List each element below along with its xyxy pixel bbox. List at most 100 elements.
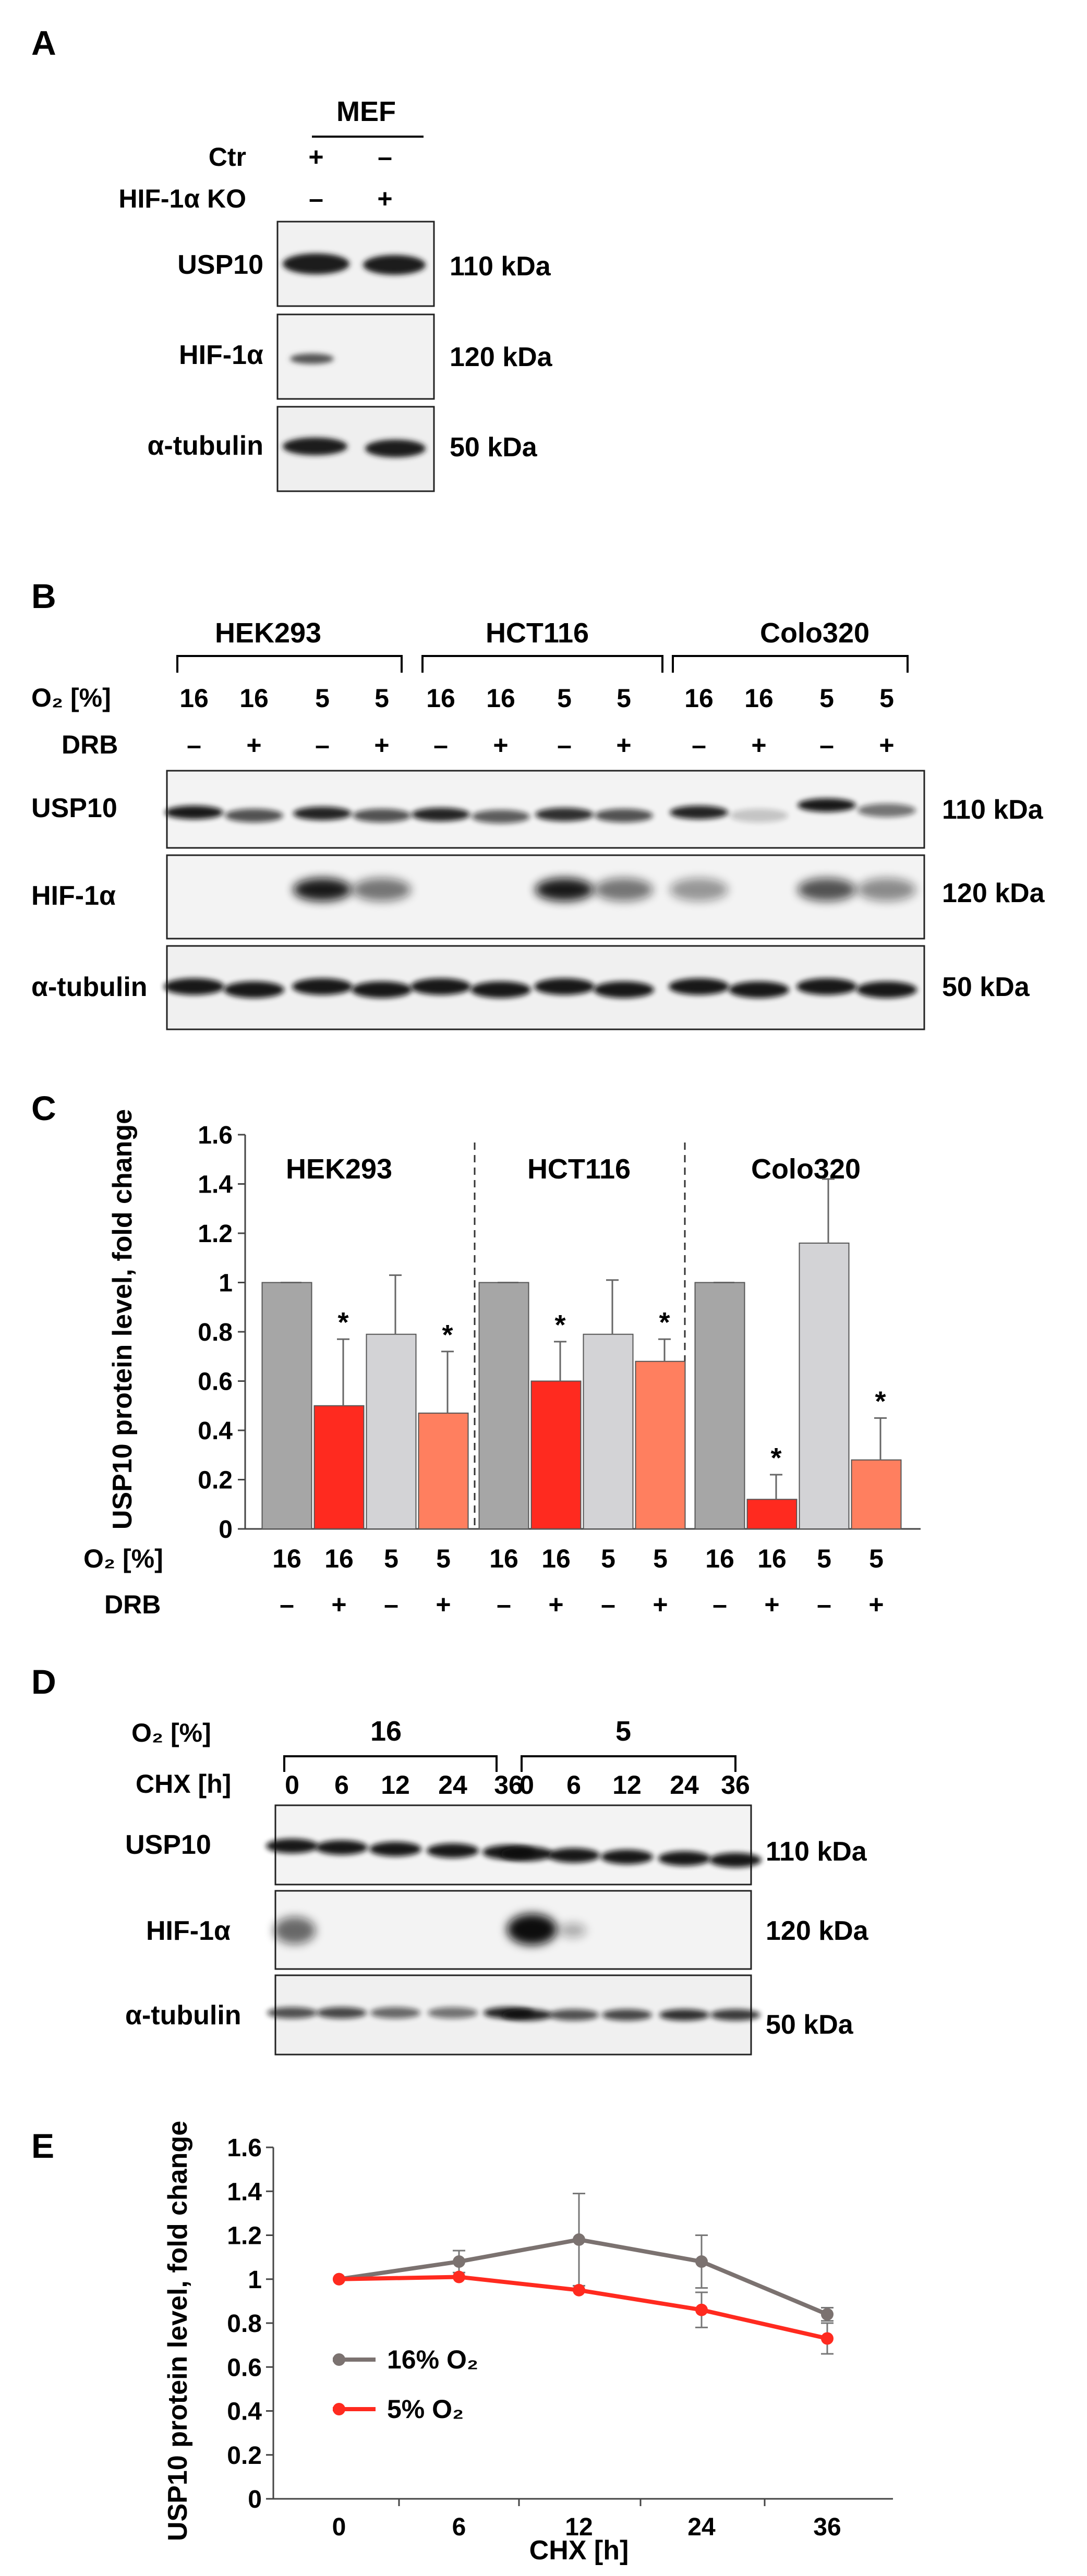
e-point-1 [695, 2303, 708, 2316]
e-point-1 [821, 2332, 834, 2345]
c-drb-value: + [548, 1590, 563, 1619]
panel-b-letter: B [31, 577, 56, 615]
c-drb-value: – [601, 1590, 615, 1619]
e-x-tick-label: 24 [687, 2513, 716, 2541]
b-drb-value: – [819, 731, 834, 760]
blot-d-hif1a-label: HIF-1α [146, 1916, 231, 1946]
d-chx-value: 24 [670, 1770, 699, 1800]
blot-d-usp10-kda: 110 kDa [766, 1837, 867, 1867]
c-bar [583, 1333, 634, 1530]
b-o2-value: 5 [557, 684, 572, 713]
band [274, 1917, 316, 1944]
d-chx-value: 6 [566, 1770, 581, 1800]
c-bar [851, 1459, 902, 1529]
b-drb-value: + [493, 731, 508, 760]
band [594, 981, 654, 998]
band [535, 878, 594, 901]
blot-d-hif1a-kda: 120 kDa [766, 1916, 869, 1946]
c-bar [478, 1282, 529, 1529]
b-drb-value: – [187, 731, 201, 760]
c-o2-value: 5 [817, 1544, 831, 1573]
c-drb-value: + [653, 1590, 668, 1619]
band [856, 981, 917, 998]
ctr-lane-1: + [308, 142, 323, 172]
panel-d-letter: D [31, 1662, 56, 1701]
panel-e-letter: E [31, 2127, 54, 2165]
band [316, 1840, 368, 1855]
c-bar [366, 1333, 417, 1530]
e-x-tick-label: 12 [565, 2513, 593, 2541]
c-group-label: Colo320 [751, 1153, 861, 1185]
e-y-tick-label: 1.2 [227, 2222, 262, 2250]
b-group-bracket [176, 655, 403, 673]
c-drb-value: + [868, 1590, 884, 1619]
blot-a-tubulin-label: α-tubulin [147, 431, 263, 461]
b-o2-value: 5 [617, 684, 631, 713]
c-drb-value: + [331, 1590, 346, 1619]
c-significance: * [442, 1319, 453, 1351]
band [857, 878, 916, 901]
c-y-tick-label: 0.8 [198, 1319, 233, 1346]
band [658, 1851, 710, 1866]
c-y-tick-label: 0 [219, 1516, 233, 1544]
band [796, 978, 857, 995]
d-chx-value: 24 [438, 1770, 467, 1800]
legend-marker-5 [333, 2403, 345, 2415]
band [428, 2007, 478, 2019]
c-ylabel: USP10 protein level, fold change [107, 1109, 138, 1529]
d-chx-value: 36 [494, 1770, 523, 1800]
band [549, 2009, 599, 2021]
b-o2-value: 16 [426, 684, 455, 713]
band [363, 255, 426, 275]
c-o2-value: 16 [272, 1544, 301, 1573]
band [164, 978, 224, 995]
e-y-tick-label: 0.2 [227, 2442, 262, 2470]
c-drb-value: – [280, 1590, 294, 1619]
blot-b-usp10-label: USP10 [31, 793, 117, 823]
band [729, 981, 789, 998]
band [548, 1848, 600, 1863]
b-drb-value: + [616, 731, 631, 760]
c-drb-value: + [436, 1590, 451, 1619]
band [709, 1853, 762, 1867]
e-y-tick-label: 0.4 [227, 2398, 262, 2426]
band [857, 804, 916, 817]
b-drb-label: DRB [62, 730, 118, 759]
c-group-label: HCT116 [527, 1153, 631, 1185]
d-chx-label: CHX [h] [136, 1769, 231, 1799]
b-group-label-2: HCT116 [486, 617, 589, 649]
blot-d-usp10-label: USP10 [125, 1830, 211, 1860]
c-significance: * [875, 1386, 886, 1417]
band [370, 2007, 420, 2019]
mef-group-label: MEF [336, 96, 396, 127]
panel-e: E USP10 protein level, fold change CHX [… [31, 2121, 893, 2566]
e-point-1 [333, 2273, 345, 2286]
b-group-bracket [421, 655, 663, 673]
blot-d-tubulin-label: α-tubulin [125, 2000, 241, 2031]
c-y-tick-label: 1 [219, 1270, 233, 1297]
e-x-tick-label: 6 [452, 2513, 466, 2541]
e-point-0 [573, 2233, 585, 2246]
c-y-tick-label: 1.4 [198, 1171, 233, 1199]
hif-ko-lane-1: – [309, 184, 323, 213]
e-x-tick-label: 36 [813, 2513, 841, 2541]
band [353, 878, 411, 901]
band [292, 978, 353, 995]
legend-label-5: 5% O₂ [387, 2395, 464, 2424]
e-point-0 [695, 2255, 708, 2268]
panel-b: B HEK293 HCT116 Colo320 O₂ [%] DRB 16 – 16 +5… [31, 577, 1045, 1030]
band [412, 808, 470, 821]
e-y-tick-label: 0 [248, 2486, 262, 2513]
c-o2-value: 16 [489, 1544, 518, 1573]
b-drb-value: – [315, 731, 330, 760]
c-drb-label: DRB [104, 1590, 161, 1619]
c-bar [418, 1412, 469, 1530]
band [352, 981, 412, 998]
c-significance: * [659, 1307, 670, 1338]
band [283, 438, 347, 455]
band [290, 354, 334, 364]
c-o2-label: O₂ [%] [83, 1544, 163, 1573]
c-o2-value: 5 [653, 1544, 668, 1573]
b-drb-value: + [246, 731, 261, 760]
